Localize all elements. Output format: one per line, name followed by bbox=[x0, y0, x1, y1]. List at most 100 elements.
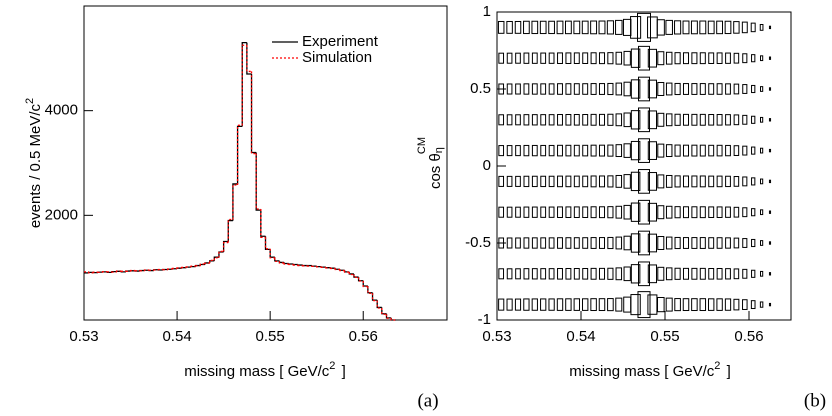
histogram-step bbox=[241, 44, 247, 126]
box bbox=[708, 83, 715, 95]
box bbox=[498, 237, 505, 249]
histogram-step bbox=[222, 241, 229, 252]
box bbox=[665, 236, 673, 250]
box bbox=[724, 20, 732, 35]
histogram-step bbox=[381, 307, 387, 315]
box bbox=[498, 114, 505, 126]
box bbox=[623, 296, 632, 313]
x-axis-label-sup: 2 bbox=[714, 360, 720, 372]
histogram-step bbox=[278, 260, 285, 264]
box bbox=[657, 297, 665, 313]
box bbox=[615, 51, 623, 65]
box bbox=[590, 175, 597, 188]
box bbox=[768, 25, 772, 30]
box bbox=[647, 48, 658, 68]
histogram-step bbox=[213, 257, 219, 261]
box bbox=[725, 206, 731, 218]
box bbox=[674, 20, 682, 35]
box bbox=[699, 52, 706, 65]
box bbox=[733, 21, 740, 34]
box bbox=[523, 83, 530, 95]
box bbox=[657, 82, 665, 96]
box bbox=[506, 298, 513, 311]
box bbox=[598, 298, 606, 312]
histogram-step bbox=[367, 285, 373, 294]
box bbox=[498, 145, 505, 157]
box bbox=[506, 20, 513, 34]
box bbox=[557, 237, 563, 249]
box bbox=[557, 175, 563, 188]
box bbox=[573, 114, 580, 126]
box bbox=[657, 205, 665, 220]
box bbox=[699, 83, 706, 95]
box bbox=[531, 175, 538, 188]
x-axis-label-text: missing mass [ GeV/c bbox=[184, 363, 330, 380]
histogram-step bbox=[288, 263, 294, 266]
box bbox=[716, 20, 724, 35]
x-tick-label: 0.54 bbox=[566, 328, 595, 345]
box bbox=[557, 114, 563, 126]
box bbox=[699, 20, 707, 35]
histogram-step bbox=[115, 270, 122, 273]
box bbox=[590, 83, 597, 95]
box bbox=[665, 267, 673, 281]
box bbox=[623, 266, 631, 282]
box bbox=[515, 114, 521, 126]
box bbox=[548, 83, 555, 95]
box bbox=[708, 237, 715, 249]
y-tick-label: 0 bbox=[483, 157, 491, 174]
box bbox=[725, 268, 731, 280]
box bbox=[607, 113, 614, 126]
box bbox=[733, 237, 740, 249]
x-axis-label: missing mass [ GeV/c2 ] bbox=[569, 360, 731, 380]
box bbox=[733, 268, 740, 280]
histogram-step bbox=[385, 313, 392, 319]
box bbox=[598, 113, 606, 126]
box bbox=[691, 52, 698, 65]
box bbox=[691, 144, 698, 157]
box bbox=[531, 298, 538, 311]
box bbox=[750, 300, 756, 310]
box bbox=[760, 270, 764, 277]
histogram-step bbox=[283, 262, 289, 265]
box bbox=[741, 21, 748, 34]
box bbox=[733, 176, 740, 187]
histogram-step bbox=[320, 266, 326, 269]
box bbox=[647, 264, 658, 284]
box bbox=[699, 267, 706, 280]
box bbox=[682, 144, 690, 157]
box bbox=[725, 144, 731, 157]
histogram-step bbox=[357, 277, 364, 282]
box bbox=[630, 233, 641, 253]
box bbox=[674, 144, 681, 157]
histogram-step bbox=[241, 41, 247, 127]
histogram-step bbox=[348, 272, 354, 276]
histogram-step bbox=[292, 264, 299, 266]
box bbox=[531, 114, 538, 126]
histogram-step bbox=[264, 237, 271, 250]
box bbox=[708, 175, 715, 188]
box bbox=[751, 269, 756, 278]
box bbox=[665, 113, 673, 127]
histogram-step bbox=[250, 74, 257, 154]
histogram-step bbox=[92, 271, 98, 273]
y-tick-label: -1 bbox=[478, 311, 491, 328]
box bbox=[647, 141, 658, 160]
box bbox=[716, 144, 723, 157]
box bbox=[657, 51, 665, 66]
box bbox=[565, 237, 572, 249]
box bbox=[565, 144, 572, 157]
box bbox=[548, 114, 555, 126]
box bbox=[657, 266, 665, 281]
box bbox=[674, 82, 681, 96]
histogram-step bbox=[227, 218, 233, 243]
box bbox=[523, 237, 530, 249]
box bbox=[682, 83, 690, 95]
histogram-step bbox=[390, 318, 396, 321]
box bbox=[691, 113, 698, 126]
box bbox=[531, 52, 538, 64]
x-tick-label: 0.56 bbox=[734, 328, 763, 345]
box bbox=[725, 52, 731, 64]
histogram-step bbox=[236, 124, 243, 185]
